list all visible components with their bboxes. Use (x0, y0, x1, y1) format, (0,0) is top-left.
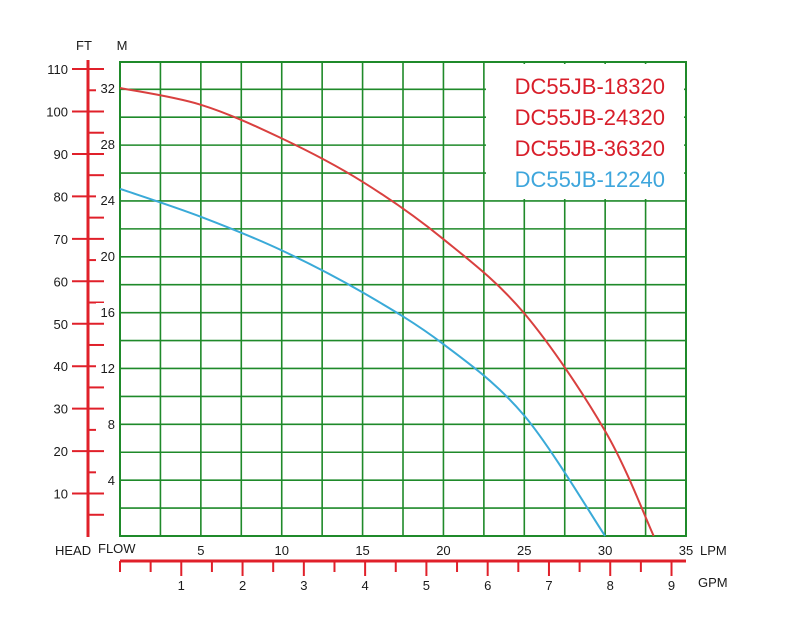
lpm-tick-label: 20 (436, 543, 450, 558)
head-ft-axis: 10 20 30 40 50 60 70 80 90 100 110 (46, 60, 104, 537)
gpm-tick-label: 6 (484, 578, 491, 593)
m-tick-label: 12 (101, 361, 115, 376)
ft-tick-label: 20 (54, 444, 68, 459)
legend-entry-dc55jb-24320: DC55JB-24320 (515, 105, 665, 130)
gpm-tick-label: 4 (362, 578, 369, 593)
m-tick-label-bg (96, 191, 118, 208)
m-tick-label-bg (96, 303, 118, 320)
m-tick-label-bg (96, 471, 118, 488)
legend-entry-dc55jb-12240: DC55JB-12240 (515, 167, 665, 192)
ft-tick-label: 100 (46, 105, 68, 120)
gpm-axis-unit: GPM (698, 575, 728, 590)
m-tick-label: 16 (101, 305, 115, 320)
head-m-axis: 4 8 12 16 20 24 28 32 (96, 79, 118, 488)
legend: DC55JB-18320 DC55JB-24320 DC55JB-36320 D… (486, 64, 684, 199)
flow-gpm-axis: 1 2 3 4 5 6 7 8 9 (119, 559, 686, 593)
ft-tick-label: 90 (54, 147, 68, 162)
ft-tick-label: 60 (54, 274, 68, 289)
ft-tick-label: 50 (54, 317, 68, 332)
ft-tick-label: 30 (54, 402, 68, 417)
ft-tick-label: 40 (54, 359, 68, 374)
m-tick-label: 8 (108, 417, 115, 432)
ft-tick-label: 10 (54, 487, 68, 502)
m-tick-label: 20 (101, 249, 115, 264)
legend-entry-dc55jb-36320: DC55JB-36320 (515, 136, 665, 161)
m-tick-label: 24 (101, 193, 115, 208)
m-tick-label: 28 (101, 137, 115, 152)
m-tick-label: 32 (101, 81, 115, 96)
gpm-tick-label: 5 (423, 578, 430, 593)
ft-axis-unit: FT (76, 38, 92, 53)
ft-tick-label: 70 (54, 232, 68, 247)
gpm-tick-label: 2 (239, 578, 246, 593)
ft-tick-label: 110 (47, 62, 68, 77)
flow-lpm-axis: 5 10 15 20 25 30 35 (197, 543, 693, 558)
lpm-tick-label: 15 (355, 543, 369, 558)
flow-caption: FLOW (98, 541, 136, 556)
gpm-tick-label: 3 (300, 578, 307, 593)
lpm-tick-label: 25 (517, 543, 531, 558)
m-tick-label-bg (96, 135, 118, 152)
gpm-tick-label: 9 (668, 578, 675, 593)
m-axis-unit: M (117, 38, 128, 53)
ft-tick-label: 80 (54, 189, 68, 204)
m-tick-label: 4 (108, 473, 115, 488)
head-caption: HEAD (55, 543, 91, 558)
lpm-tick-label: 10 (274, 543, 288, 558)
m-tick-label-bg (96, 415, 118, 432)
lpm-tick-label: 5 (197, 543, 204, 558)
lpm-axis-unit: LPM (700, 543, 727, 558)
m-tick-label-bg (96, 79, 118, 96)
performance-curves (119, 87, 655, 537)
gpm-tick-label: 7 (545, 578, 552, 593)
lpm-tick-label: 35 (679, 543, 693, 558)
gpm-tick-label: 1 (178, 578, 185, 593)
gpm-tick-label: 8 (607, 578, 614, 593)
m-tick-label-bg (96, 359, 118, 376)
blue-curve-line (119, 187, 606, 537)
legend-background (486, 64, 684, 199)
legend-entry-dc55jb-18320: DC55JB-18320 (515, 74, 665, 99)
m-tick-label-bg (96, 247, 118, 264)
red-curve-line (119, 87, 655, 537)
lpm-tick-label: 30 (598, 543, 612, 558)
